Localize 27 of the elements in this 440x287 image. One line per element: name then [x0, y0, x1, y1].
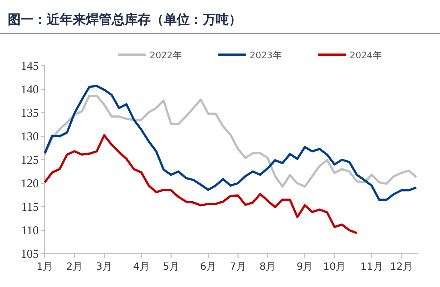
- x-tick-label: 11月: [360, 262, 384, 273]
- line-series: [44, 134, 358, 234]
- y-tick-label: 145: [21, 59, 39, 74]
- x-tick-label: 8月: [260, 262, 276, 273]
- x-tick-label: 3月: [96, 262, 113, 273]
- y-tick-label: 105: [21, 247, 39, 262]
- line-series: [44, 85, 418, 202]
- y-tick-label: 110: [21, 224, 39, 238]
- y-tick-label: 140: [21, 82, 39, 97]
- y-tick-label: 115: [21, 200, 39, 214]
- legend-label: 2023年: [250, 50, 282, 62]
- y-tick-label: 135: [21, 106, 39, 120]
- chart-title: 图一：近年来焊管总库存（单位：万吨）: [8, 12, 242, 28]
- y-tick-label: 125: [21, 153, 39, 168]
- x-tick-label: 1月: [36, 262, 54, 273]
- y-tick-label: 130: [21, 130, 39, 144]
- x-tick-label: 2月: [66, 262, 83, 273]
- x-tick-label: 4月: [133, 262, 150, 273]
- y-tick-label: 120: [21, 176, 39, 191]
- legend-label: 2022年: [150, 50, 182, 62]
- legend-label: 2024年: [350, 50, 382, 62]
- x-tick-label: 10月: [323, 262, 346, 273]
- x-tick-label: 9月: [296, 262, 314, 273]
- x-tick-label: 12月: [390, 262, 414, 273]
- x-tick-label: 7月: [230, 262, 246, 273]
- x-tick-label: 5月: [163, 262, 180, 273]
- x-tick-label: 6月: [200, 262, 217, 273]
